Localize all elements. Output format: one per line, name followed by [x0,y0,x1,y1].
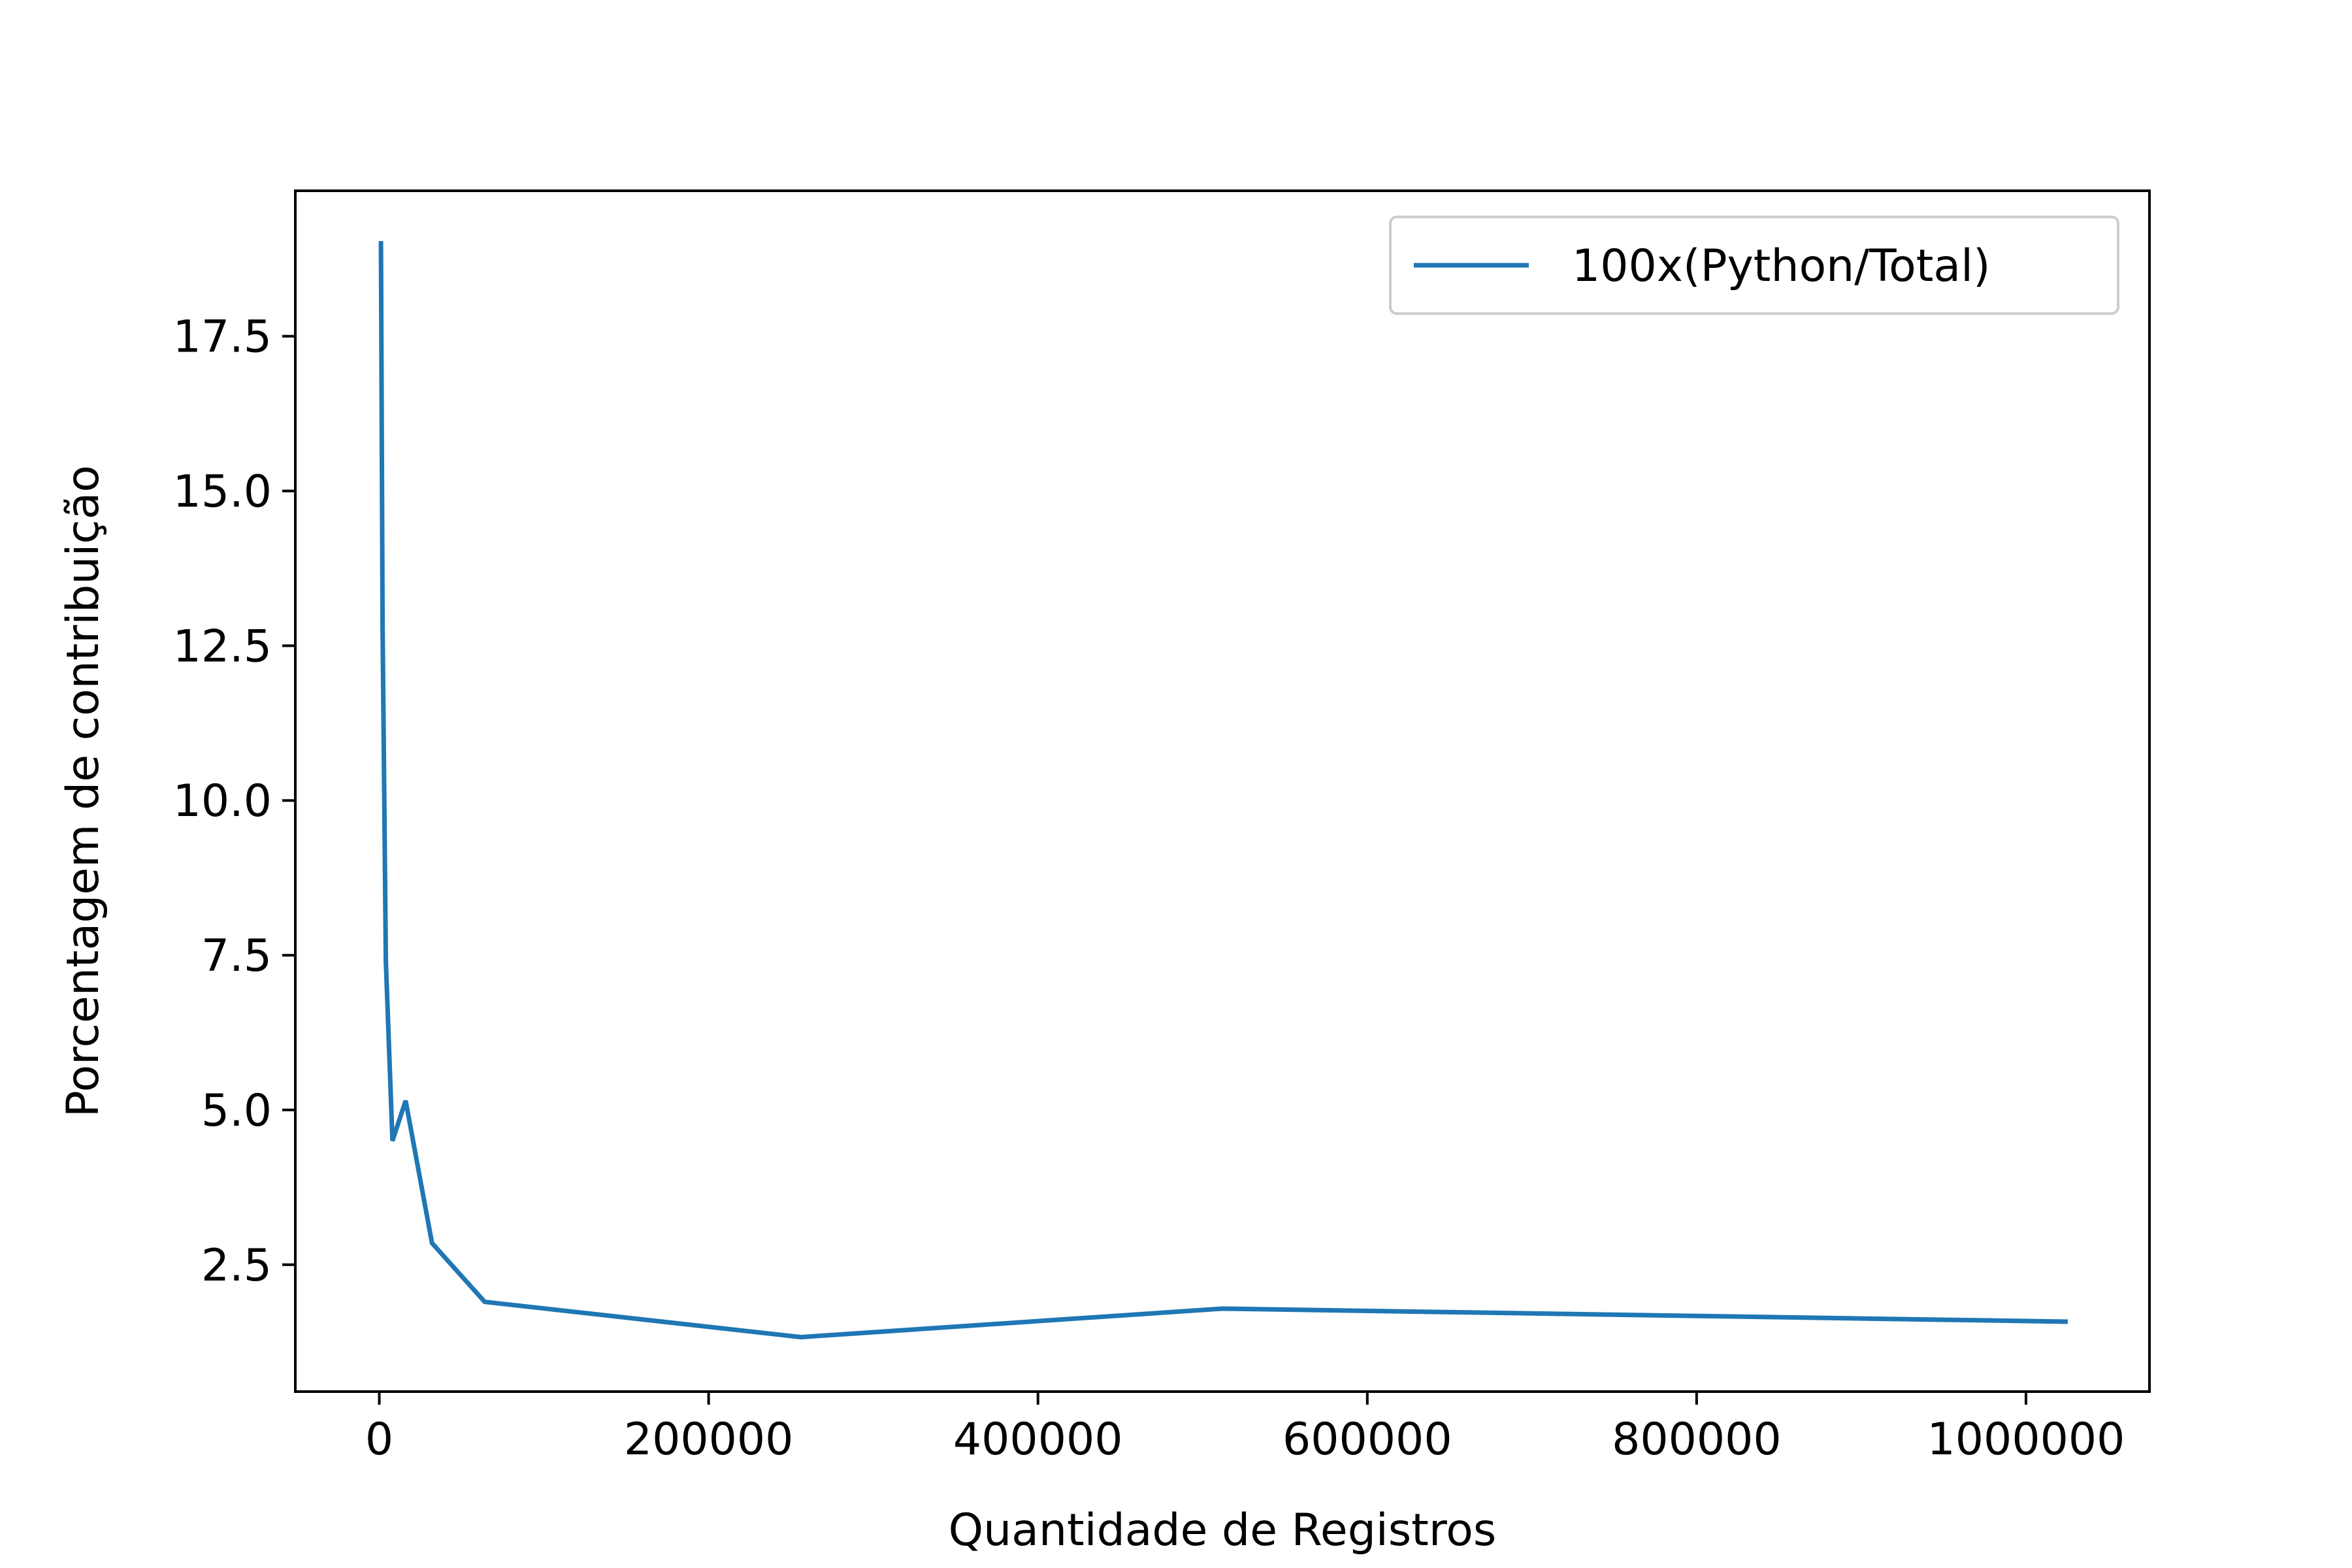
y-tick-label: 12.5 [173,621,272,672]
x-tick-label: 400000 [953,1414,1123,1465]
x-tick-label: 1000000 [1927,1414,2125,1465]
x-axis-label: Quantidade de Registros [949,1505,1497,1556]
x-tick-label: 0 [365,1414,393,1465]
y-tick-label: 10.0 [173,776,272,827]
axes-frame [294,189,2151,1393]
x-axis: 0 200000 400000 600000 800000 1000000 [365,1392,2125,1465]
y-axis-label: Porcentagem de contribuição [57,465,109,1117]
plot-area [294,189,2151,1393]
y-axis: 2.5 5.0 7.5 10.0 12.5 15.0 17.5 [173,312,295,1292]
legend-box [1389,216,2119,315]
x-tick-label: 200000 [624,1414,794,1465]
y-tick-label: 5.0 [201,1085,272,1137]
x-tick-label: 800000 [1612,1414,1782,1465]
legend: 100x(Python/Total) [1389,216,2119,315]
y-tick-label: 2.5 [201,1240,272,1292]
series-line-0 [378,240,2068,1340]
y-tick-label: 17.5 [173,312,272,363]
y-tick-label: 15.0 [173,466,272,518]
y-tick-label: 7.5 [201,930,272,982]
x-tick-label: 600000 [1282,1414,1452,1465]
series-layer [378,240,2068,1340]
legend-entry-label: 100x(Python/Total) [1572,240,1991,292]
